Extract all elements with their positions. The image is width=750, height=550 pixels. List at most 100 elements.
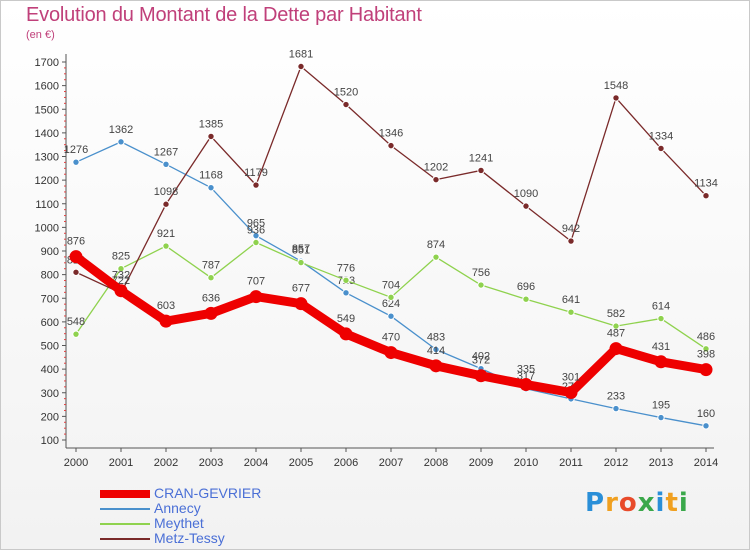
- data-point-cran-gevrier: [429, 359, 443, 373]
- data-label-annecy: 1276: [64, 144, 88, 156]
- data-label-cran-gevrier: 335: [517, 363, 535, 375]
- data-point-meythet: [342, 276, 350, 284]
- data-label-metz-tessy: 1202: [424, 162, 448, 174]
- legend-label-metz-tessy: Metz-Tessy: [154, 530, 225, 546]
- legend-item-metz-tessy: Metz-Tessy: [100, 531, 400, 546]
- data-label-cran-gevrier: 876: [67, 236, 85, 248]
- data-label-meythet: 641: [562, 294, 580, 306]
- data-point-metz-tessy: [387, 141, 395, 150]
- data-label-cran-gevrier: 470: [382, 332, 400, 344]
- y-tick-label: 600: [41, 317, 59, 329]
- x-tick-label: 2003: [199, 457, 223, 469]
- data-label-annecy: 195: [652, 400, 670, 412]
- y-tick-label: 1600: [35, 81, 59, 93]
- data-label-annecy: 965: [247, 218, 265, 230]
- data-label-annecy: 160: [697, 408, 715, 420]
- data-point-metz-tessy: [252, 181, 260, 189]
- x-tick-label: 2009: [469, 457, 493, 469]
- logo-letter: i: [678, 488, 689, 518]
- x-tick-label: 2001: [109, 457, 133, 469]
- data-label-meythet: 874: [427, 239, 445, 251]
- x-tick-label: 2000: [64, 457, 88, 469]
- data-point-meythet: [567, 308, 575, 316]
- data-point-cran-gevrier: [249, 290, 263, 304]
- data-point-annecy: [72, 158, 80, 166]
- y-tick-label: 1500: [35, 104, 59, 116]
- data-point-meythet: [657, 314, 665, 323]
- data-point-meythet: [252, 238, 260, 247]
- series-line-metz-tessy: [75, 65, 707, 294]
- data-label-annecy: 233: [607, 391, 625, 403]
- x-tick-label: 2012: [604, 457, 628, 469]
- legend: CRAN-GEVRIER Annecy Meythet Metz-Tessy: [100, 486, 400, 546]
- data-label-meythet: 825: [112, 251, 130, 263]
- data-point-annecy: [432, 345, 440, 354]
- data-point-meythet: [432, 253, 440, 261]
- data-label-metz-tessy: 1090: [514, 188, 538, 200]
- y-tick-label: 800: [41, 270, 59, 282]
- logo-letter: t: [665, 488, 679, 518]
- data-label-cran-gevrier: 414: [427, 345, 445, 357]
- data-label-cran-gevrier: 431: [652, 341, 670, 353]
- data-label-meythet: 787: [202, 260, 220, 272]
- data-label-meythet: 548: [67, 316, 85, 328]
- data-point-annecy: [207, 183, 215, 192]
- data-point-annecy: [612, 404, 620, 413]
- legend-item-meythet: Meythet: [100, 516, 400, 531]
- legend-label-cran-gevrier: CRAN-GEVRIER: [154, 485, 262, 501]
- y-tick-label: 200: [41, 411, 59, 423]
- data-label-meythet: 696: [517, 281, 535, 293]
- logo-letter: r: [605, 488, 619, 518]
- data-label-meythet: 776: [337, 262, 355, 274]
- data-point-cran-gevrier: [609, 342, 623, 356]
- data-point-annecy: [387, 312, 395, 320]
- logo-letter: P: [585, 488, 606, 518]
- data-point-meythet: [387, 293, 395, 302]
- data-point-metz-tessy: [72, 268, 80, 276]
- data-label-metz-tessy: 942: [562, 223, 580, 235]
- data-point-metz-tessy: [567, 237, 575, 245]
- data-label-cran-gevrier: 301: [562, 372, 580, 384]
- data-label-cran-gevrier: 549: [337, 313, 355, 325]
- legend-item-cran-gevrier: CRAN-GEVRIER: [100, 486, 400, 501]
- data-point-cran-gevrier: [159, 314, 173, 328]
- x-tick-label: 2006: [334, 457, 358, 469]
- y-tick-label: 1700: [35, 57, 59, 69]
- data-point-meythet: [522, 295, 530, 303]
- data-point-metz-tessy: [612, 94, 620, 102]
- data-point-annecy: [702, 422, 710, 430]
- x-tick-label: 2014: [694, 457, 718, 469]
- data-label-meythet: 851: [292, 245, 310, 257]
- data-point-cran-gevrier: [339, 327, 353, 341]
- x-tick-label: 2005: [289, 457, 313, 469]
- data-label-annecy: 1168: [199, 170, 223, 182]
- data-point-metz-tessy: [432, 175, 440, 184]
- y-tick-label: 500: [41, 341, 59, 353]
- data-label-meythet: 614: [652, 301, 670, 313]
- data-point-meythet: [297, 258, 305, 267]
- data-point-cran-gevrier: [204, 306, 218, 320]
- legend-swatch-annecy: [100, 508, 150, 510]
- x-tick-label: 2002: [154, 457, 178, 469]
- data-label-meythet: 756: [472, 267, 490, 279]
- legend-swatch-meythet: [100, 523, 150, 525]
- data-label-meythet: 936: [247, 224, 265, 236]
- y-tick-label: 900: [41, 246, 59, 258]
- data-label-metz-tessy: 1241: [469, 152, 493, 164]
- y-tick-label: 1300: [35, 152, 59, 164]
- data-label-annecy: 1267: [154, 146, 178, 158]
- data-point-meythet: [702, 345, 710, 353]
- data-label-annecy: 402: [472, 351, 490, 363]
- data-point-cran-gevrier: [699, 363, 713, 377]
- data-point-meythet: [117, 265, 125, 273]
- data-point-metz-tessy: [657, 144, 665, 153]
- chart-subtitle: (en €): [26, 29, 55, 41]
- data-point-meythet: [162, 242, 170, 250]
- x-tick-label: 2004: [244, 457, 268, 469]
- data-point-metz-tessy: [342, 100, 350, 109]
- data-label-metz-tessy: 1334: [649, 130, 673, 142]
- data-label-cran-gevrier: 603: [157, 300, 175, 312]
- data-point-metz-tessy: [702, 192, 710, 200]
- data-label-cran-gevrier: 707: [247, 276, 265, 288]
